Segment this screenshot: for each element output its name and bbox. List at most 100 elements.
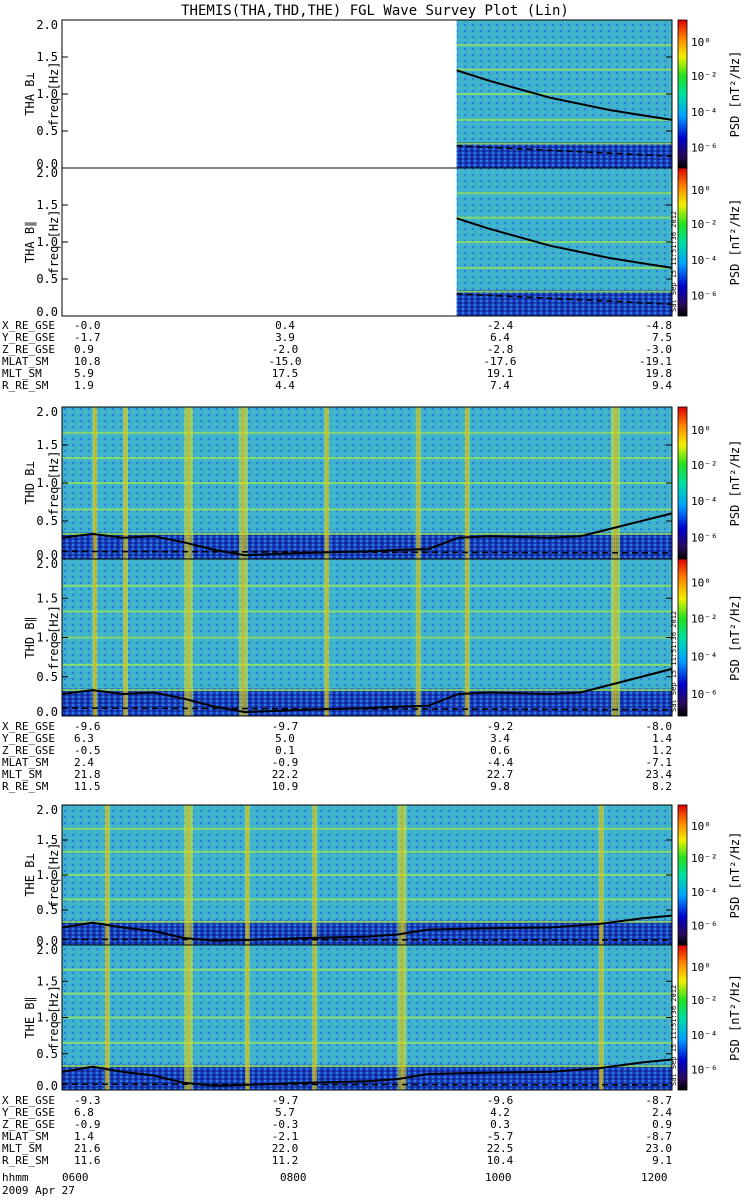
ephemeris-label: Z_RE_GSE <box>2 744 55 757</box>
colorbar-tick-label: 10⁰ <box>691 184 711 197</box>
burst-core <box>417 407 420 559</box>
burst-core <box>325 559 328 716</box>
timestamp-group: Sat Sep 15 11:51:36 2012 <box>670 611 678 712</box>
ephemeris-value: 22.2 <box>272 768 299 781</box>
ephemeris-value: -2.4 <box>487 319 514 332</box>
ephemeris-value: -4.4 <box>487 756 514 769</box>
harmonic-band <box>62 610 672 613</box>
dashed-frequency-curve <box>61 1083 673 1086</box>
ephemeris-value: -0.3 <box>272 1118 299 1131</box>
freq-tick-label: 0.5 <box>36 670 58 684</box>
harmonic-band <box>62 456 672 459</box>
freq-tick-label: 2.0 <box>36 943 58 957</box>
ephemeris-value: 11.6 <box>74 1154 101 1167</box>
ephemeris-value: 1.4 <box>652 732 672 745</box>
ephemeris-value: -0.9 <box>74 1118 101 1131</box>
ephemeris-label: Y_RE_GSE <box>2 732 55 745</box>
gyrofrequency-curve <box>456 69 673 121</box>
ephemeris-value: 5.0 <box>275 732 295 745</box>
colorbar-label-group: PSD [nT²/Hz] <box>728 51 742 138</box>
harmonic-band <box>456 192 672 195</box>
freq-tick-label: 0.5 <box>36 903 58 917</box>
ephemeris-value: -0.0 <box>74 319 101 332</box>
ephemeris-label: Y_RE_GSE <box>2 1106 55 1119</box>
ephemeris-value: -7.1 <box>646 756 673 769</box>
gyrofrequency-curve <box>61 914 673 942</box>
freq-tick-label: 0.5 <box>36 1047 58 1061</box>
freq-tick-label: 2.0 <box>36 18 58 32</box>
ephemeris-label: X_RE_GSE <box>2 720 55 733</box>
gyrofrequency-curve <box>61 667 673 714</box>
ephemeris-value: 23.4 <box>646 768 673 781</box>
freq-tick-label: 0.5 <box>36 124 58 138</box>
spectrogram-panel: 0.0 0.5 1.0 1.5 2.0 THE B⊥ freq [Hz] 10⁰ 10⁻² 10⁻… <box>23 803 742 948</box>
ephemeris-value: -5.7 <box>487 1130 514 1143</box>
colorbar-label: PSD [nT²/Hz] <box>728 832 742 919</box>
ephemeris-value: -1.7 <box>74 331 101 344</box>
ephemeris-label: MLT_SM <box>2 768 42 781</box>
panel-name: THA B∥ <box>23 221 37 263</box>
ephemeris-label: Z_RE_GSE <box>2 343 55 356</box>
freq-tick-label: 0.0 <box>36 157 58 171</box>
ephemeris-value: 17.5 <box>272 367 299 380</box>
ephemeris-label: R_RE_SM <box>2 780 49 793</box>
colorbar-tick-label: 10⁻² <box>691 613 718 626</box>
burst-core <box>466 559 469 716</box>
burst-core <box>94 559 96 716</box>
harmonic-band <box>62 898 672 901</box>
time-axis-label: hhmm <box>2 1171 29 1184</box>
burst-core <box>325 407 328 559</box>
ephemeris-value: 6.8 <box>74 1106 94 1119</box>
freq-tick-label: 0.0 <box>36 305 58 319</box>
colorbar-tick-label: 10⁻⁴ <box>691 1029 718 1042</box>
ephemeris-value: 4.4 <box>275 379 295 392</box>
panel-labels: THD B∥ freq [Hz] <box>23 605 61 670</box>
panel-labels: THA B∥ freq [Hz] <box>23 209 61 274</box>
panel-ylabel: freq [Hz] <box>47 605 61 670</box>
probe-group-thd: 0.0 0.5 1.0 1.5 2.0 THD B⊥ freq [Hz] 10⁰ 10⁻² 10⁻… <box>2 405 742 793</box>
ephemeris-label: X_RE_GSE <box>2 1094 55 1107</box>
low-frequency-band <box>456 142 672 168</box>
ephemeris-label: MLAT_SM <box>2 1130 49 1143</box>
burst-core <box>242 559 245 716</box>
dashed-frequency-curve <box>61 550 673 554</box>
ephemeris-value: 0.3 <box>490 1118 510 1131</box>
harmonic-band <box>62 920 672 923</box>
colorbar-tick-label: 10⁻² <box>691 994 718 1007</box>
burst-core <box>614 407 617 559</box>
burst-core <box>417 559 420 716</box>
ephemeris-value: 8.2 <box>652 780 672 793</box>
burst-core <box>401 805 403 945</box>
ephemeris-value: 19.8 <box>646 367 673 380</box>
freq-tick-label: 1.0 <box>36 235 58 249</box>
ephemeris-value: 10.4 <box>487 1154 514 1167</box>
ephemeris-label: R_RE_SM <box>2 379 49 392</box>
ephemeris-value: -8.7 <box>646 1094 673 1107</box>
colorbar-label: PSD [nT²/Hz] <box>728 974 742 1061</box>
ephemeris-value: 9.1 <box>652 1154 672 1167</box>
ephemeris-value: -17.6 <box>483 355 516 368</box>
colorbar-label: PSD [nT²/Hz] <box>728 440 742 527</box>
ephemeris-label: R_RE_SM <box>2 1154 49 1167</box>
time-tick-label: 0600 <box>62 1171 89 1184</box>
ephemeris-value: -4.8 <box>646 319 673 332</box>
ephemeris-label: X_RE_GSE <box>2 319 55 332</box>
ephemeris-value: 1.2 <box>652 744 672 757</box>
ephemeris-value: 10.8 <box>74 355 101 368</box>
ephemeris-value: 7.4 <box>490 379 510 392</box>
freq-tick-label: 1.5 <box>36 50 58 64</box>
timestamp-group: Sat Sep 15 11:51:36 2012 <box>670 985 678 1086</box>
ephemeris-block: X_RE_GSE -0.0 0.4 -2.4 -4.8 Y_RE_GSE -1.7 3.9 6.… <box>2 319 672 392</box>
panel-ylabel: freq [Hz] <box>47 450 61 515</box>
panel-ylabel: freq [Hz] <box>47 842 61 907</box>
harmonic-band <box>62 636 672 639</box>
harmonic-band <box>456 216 672 219</box>
harmonic-band <box>62 874 672 876</box>
burst-core <box>313 805 316 945</box>
ephemeris-value: 11.2 <box>272 1154 299 1167</box>
harmonic-band <box>456 241 672 243</box>
colorbar-tick-label: 10⁻⁴ <box>691 495 718 508</box>
panel-name: THA B⊥ <box>23 72 37 115</box>
